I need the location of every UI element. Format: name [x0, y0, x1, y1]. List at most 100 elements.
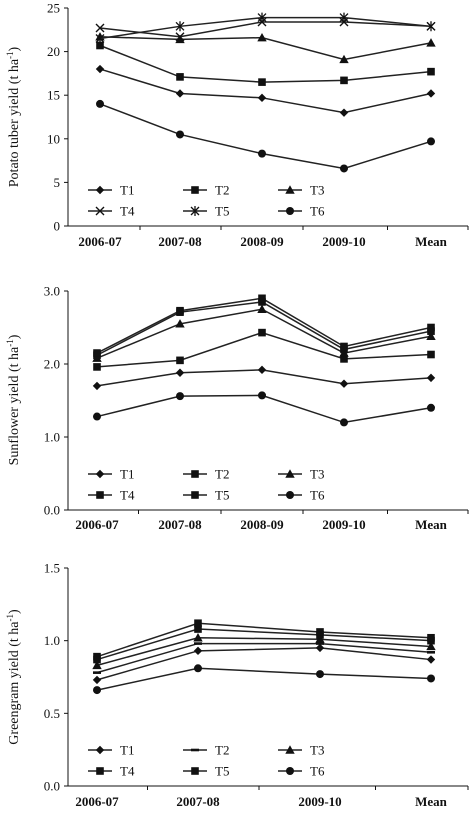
x-tick-label: 2008-09	[240, 234, 284, 249]
legend-label: T3	[310, 743, 324, 758]
data-point	[92, 660, 102, 670]
data-point	[426, 331, 436, 340]
series-line	[99, 68, 432, 114]
data-point	[194, 619, 202, 628]
data-point	[316, 642, 324, 645]
data-point	[339, 54, 349, 64]
legend-marker	[285, 745, 295, 754]
legend-marker	[95, 469, 105, 479]
data-point	[176, 392, 184, 401]
data-point	[176, 356, 184, 365]
data-point	[176, 130, 184, 139]
data-point	[92, 381, 102, 391]
series-line	[96, 622, 432, 658]
y-tick-label: 3.0	[44, 284, 60, 299]
series-T5	[95, 12, 436, 44]
series-T2	[93, 328, 435, 371]
data-point	[315, 643, 325, 653]
series-T3	[95, 32, 436, 64]
data-point	[193, 633, 203, 642]
legend-marker	[190, 206, 200, 216]
legend-label: T4	[120, 488, 135, 503]
series-line	[96, 647, 432, 681]
x-tick-label: 2006-07	[78, 234, 122, 249]
legend-label: T5	[215, 204, 229, 219]
data-point	[340, 76, 348, 85]
data-point	[175, 89, 185, 98]
data-point	[340, 164, 348, 173]
legend-label: T1	[120, 467, 134, 482]
data-point	[93, 412, 101, 421]
data-point	[175, 319, 185, 328]
data-point	[426, 655, 436, 664]
legend-label: T6	[310, 488, 325, 503]
x-tick-label: 2007-08	[176, 794, 220, 809]
data-point	[194, 664, 202, 673]
data-point	[340, 418, 348, 427]
series-line	[96, 369, 432, 387]
y-tick-label: 1.0	[44, 633, 60, 648]
data-point	[427, 323, 435, 332]
series-T2	[96, 41, 435, 86]
data-point	[175, 368, 185, 377]
legend-label: T4	[120, 204, 135, 219]
series-T1	[95, 64, 436, 117]
y-tick-label: 20	[47, 44, 60, 59]
series-line	[96, 642, 432, 674]
legend-marker	[95, 745, 105, 755]
series-T5	[93, 619, 435, 661]
data-point	[93, 349, 101, 357]
series-line	[96, 297, 432, 354]
y-axis-label: Greengram yield (t ha-1)	[5, 609, 22, 745]
legend-marker	[285, 469, 295, 478]
legend-marker	[95, 206, 105, 216]
legend-label: T3	[310, 183, 324, 198]
legend-marker	[95, 185, 105, 195]
chart-panel-3: 0.0 0.5 1.0 1.5 2006-07 2007-08 2009-10 Mean Gre…	[5, 561, 469, 809]
data-point	[339, 379, 349, 388]
series-T5	[93, 294, 435, 357]
x-tick-label: 2006-07	[75, 517, 119, 532]
series-T2	[93, 642, 435, 674]
data-point	[427, 137, 435, 146]
y-tick-label: 10	[47, 131, 60, 146]
data-point	[93, 363, 101, 371]
data-point	[95, 23, 105, 33]
x-tick-label: 2007-08	[158, 234, 202, 249]
chart-panel-2: 0.0 1.0 2.0 3.0 2006-07 2007-08 2008-09 2009-10…	[5, 284, 469, 532]
legend-marker	[191, 748, 199, 752]
y-tick-label: 15	[47, 88, 60, 103]
y-tick-label: 0	[54, 219, 61, 234]
data-point	[258, 149, 266, 158]
data-point	[426, 641, 436, 651]
legend-label: T5	[215, 488, 229, 503]
data-point	[426, 373, 436, 383]
data-point	[93, 686, 101, 695]
data-point	[96, 41, 104, 50]
data-point	[427, 403, 435, 412]
legend-label: T3	[310, 467, 324, 482]
data-point	[258, 78, 266, 86]
x-tick-label: 2008-09	[240, 517, 284, 532]
x-tick-label: 2006-07	[75, 794, 119, 809]
data-point	[340, 342, 348, 351]
data-point	[96, 99, 104, 108]
y-tick-label: 1.5	[44, 561, 60, 576]
series-T3	[92, 633, 436, 670]
y-tick-label: 0.5	[44, 706, 60, 721]
data-point	[427, 633, 435, 642]
data-point	[175, 32, 185, 42]
series-T1	[92, 643, 436, 685]
legend-marker	[285, 185, 295, 194]
legend-label: T6	[310, 204, 325, 219]
legend-marker	[286, 207, 294, 215]
y-axis-label: Sunflower yield (t ha-1)	[5, 334, 22, 465]
series-line	[96, 667, 432, 691]
data-point	[316, 628, 324, 636]
data-point	[92, 675, 102, 685]
legend-label: T4	[120, 764, 135, 779]
data-point	[194, 642, 202, 645]
legend-marker	[286, 491, 294, 499]
legend-marker	[96, 767, 104, 775]
